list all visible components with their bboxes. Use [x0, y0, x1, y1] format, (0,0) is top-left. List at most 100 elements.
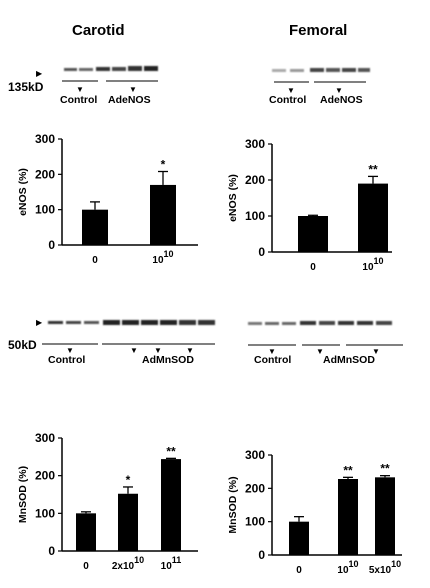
blot-band [248, 322, 262, 325]
blot-band [265, 322, 279, 325]
lane-arrow-icon: ▼ [268, 347, 276, 356]
y-tick-label: 100 [245, 209, 265, 223]
blot-band [300, 321, 316, 325]
bar [375, 477, 395, 555]
femoral-adenos-label: AdeNOS [320, 94, 363, 106]
significance-label: * [126, 473, 131, 487]
y-axis-label: eNOS (%) [227, 174, 239, 222]
femoral-control-label: Control [269, 94, 307, 106]
blot-band [122, 320, 139, 325]
x-tick-label: 1011 [161, 555, 182, 572]
blot-band [48, 321, 63, 324]
blot-band [112, 67, 126, 71]
blot-band [79, 68, 93, 71]
kd-label-bottom: 50kD [8, 338, 37, 352]
y-tick-label: 0 [258, 548, 265, 562]
y-tick-label: 0 [258, 245, 265, 259]
x-tick-label: 0 [83, 561, 89, 572]
carotid-adenos-label: AdeNOS [108, 94, 151, 106]
bar [338, 479, 358, 555]
x-tick-label: 1010 [337, 559, 358, 576]
bar [358, 183, 388, 252]
blot-band [179, 320, 196, 325]
significance-label: * [161, 158, 166, 172]
blot-band [64, 68, 77, 71]
blot-band [358, 68, 370, 72]
lane-arrow-icon: ▼ [316, 347, 324, 356]
y-axis-label: MnSOD (%) [227, 476, 239, 533]
blot-band [357, 321, 373, 325]
y-tick-label: 300 [245, 137, 265, 151]
y-tick-label: 300 [245, 448, 265, 462]
y-tick-label: 300 [35, 132, 55, 146]
bar [76, 513, 96, 551]
femoral-admnsod-label: AdMnSOD [323, 354, 375, 366]
blot-band [198, 320, 215, 325]
lane-arrow-icon: ▼ [130, 346, 138, 355]
blot-band [160, 320, 177, 325]
lane-arrow-icon: ▼ [129, 85, 137, 94]
blot-band [326, 68, 340, 72]
blot-band [66, 321, 81, 324]
carotid-control-label: Control [60, 94, 98, 106]
blot-marker-arrow-icon: ▶ [36, 69, 43, 78]
blot-band [319, 321, 335, 325]
blot-band [128, 66, 142, 71]
western-blot-mnsod: ▼ ▼ ▼ ▼ ▼ ▼ ▼ [42, 320, 403, 356]
bar [118, 493, 138, 551]
significance-label: ** [368, 162, 378, 176]
bar [150, 184, 176, 245]
blot-band [272, 69, 286, 72]
significance-label: ** [343, 463, 353, 477]
blot-band [84, 321, 99, 324]
carotid-header: Carotid [72, 22, 125, 39]
blot-band [376, 321, 392, 325]
lane-arrow-icon: ▼ [372, 347, 380, 356]
x-tick-label: 0 [92, 255, 98, 266]
blot-marker-arrow-icon-2: ▶ [36, 318, 43, 327]
y-axis-label: MnSOD (%) [17, 466, 29, 523]
x-tick-label: 5x1010 [369, 559, 401, 576]
bar-charts: 0 100 200 300 eNOS (%) 0 * 1010 0 100 200 300 eNOS (… [17, 132, 402, 576]
carotid-admnsod-label: AdMnSOD [142, 354, 194, 366]
lane-arrow-icon: ▼ [335, 86, 343, 95]
carotid-control-label-2: Control [48, 354, 86, 366]
x-tick-label: 0 [296, 565, 302, 576]
y-tick-label: 100 [245, 515, 265, 529]
blot-band [103, 320, 120, 325]
blot-band [342, 68, 356, 72]
bar [289, 521, 309, 555]
y-tick-label: 100 [35, 506, 55, 520]
lane-arrow-icon: ▼ [287, 86, 295, 95]
y-tick-label: 200 [245, 173, 265, 187]
kd-label-top: 135kD [8, 80, 44, 94]
x-tick-label: 1010 [362, 256, 383, 273]
y-tick-label: 200 [35, 167, 55, 181]
x-tick-label: 0 [310, 262, 316, 273]
significance-label: ** [166, 444, 176, 458]
lane-arrow-icon: ▼ [76, 85, 84, 94]
bar [82, 209, 108, 245]
y-tick-label: 0 [48, 544, 55, 558]
significance-label: ** [380, 462, 390, 476]
bar [161, 459, 181, 551]
bar [298, 216, 328, 252]
blot-band [338, 321, 354, 325]
x-tick-label: 1010 [152, 249, 173, 266]
blot-band [144, 66, 158, 71]
femoral-header: Femoral [289, 22, 348, 39]
femoral-control-label-2: Control [254, 354, 292, 366]
blot-band [141, 320, 158, 325]
x-tick-label: 2x1010 [112, 555, 144, 572]
lane-arrow-icon: ▼ [154, 346, 162, 355]
western-blot-enos: ▼ ▼ ▼ ▼ [62, 66, 370, 95]
lane-arrow-icon: ▼ [186, 346, 194, 355]
blot-band [290, 69, 304, 72]
y-tick-label: 300 [35, 431, 55, 445]
y-tick-label: 200 [35, 469, 55, 483]
blot-band [282, 322, 296, 325]
y-tick-label: 200 [245, 481, 265, 495]
lane-arrow-icon: ▼ [66, 346, 74, 355]
y-tick-label: 100 [35, 203, 55, 217]
